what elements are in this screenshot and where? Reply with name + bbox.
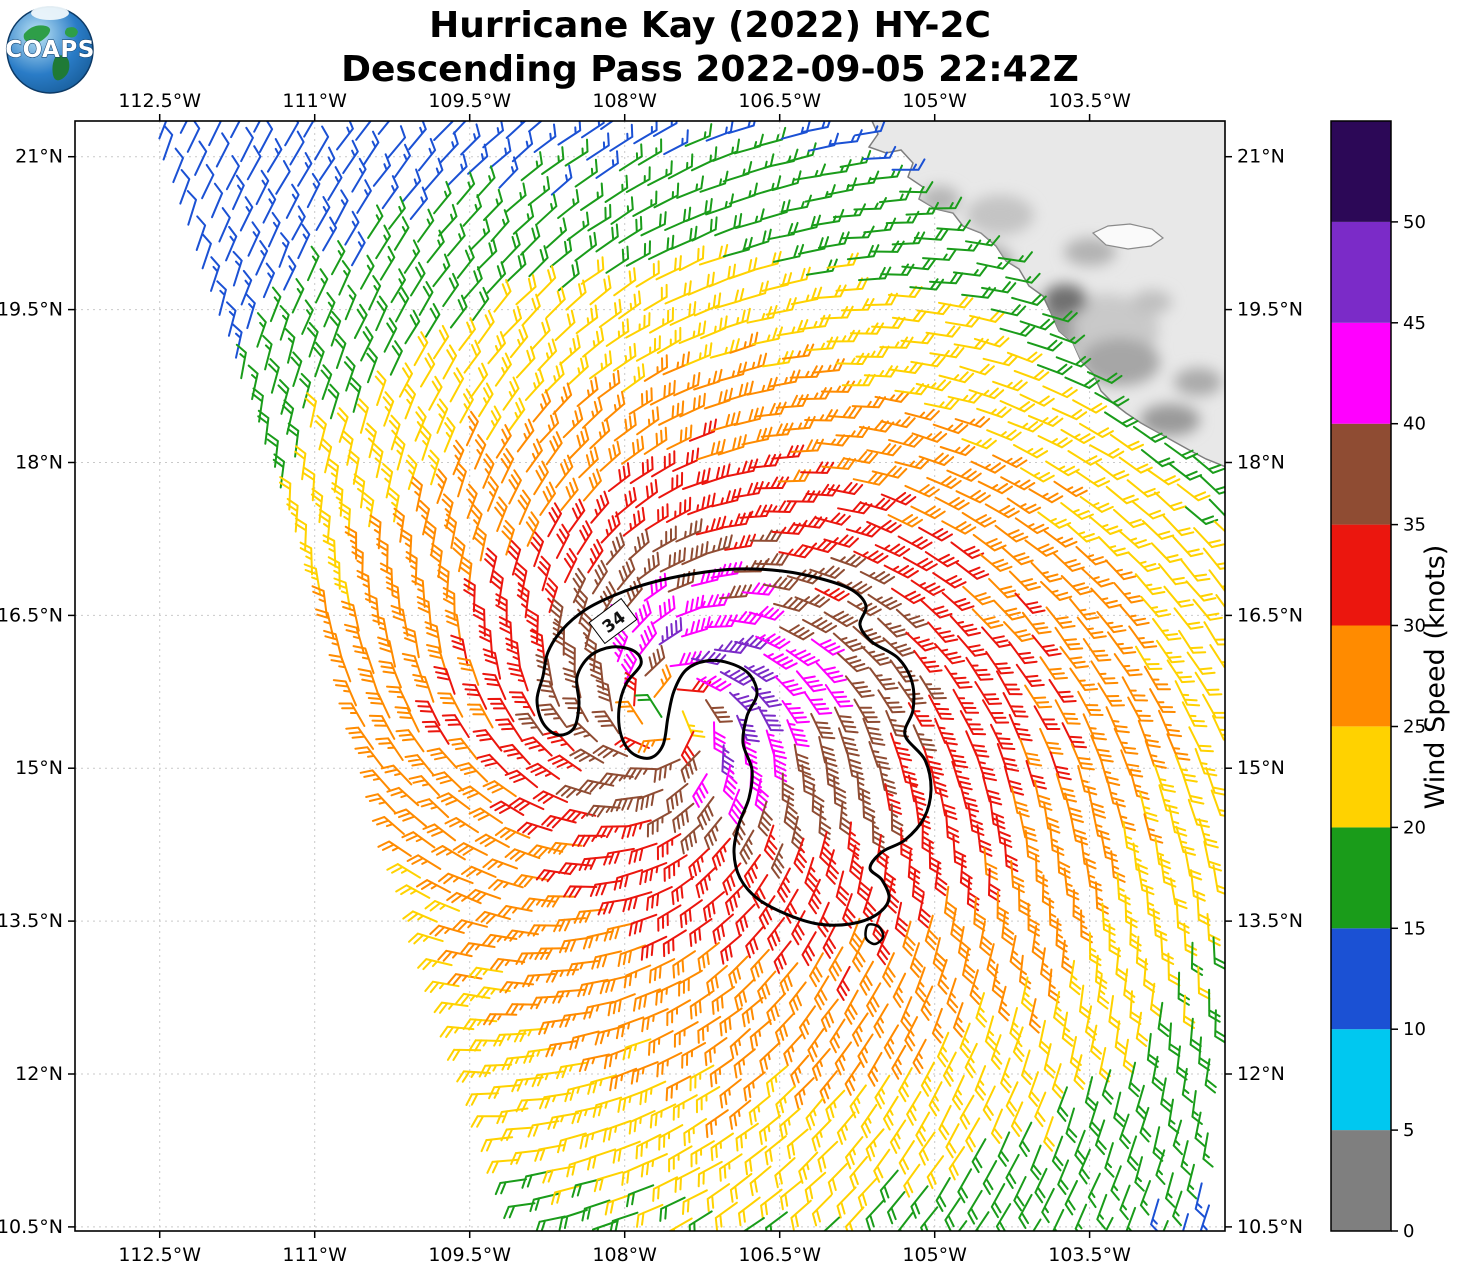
axis-tick-label-lat-left: 13.5°N [0,910,63,932]
axis-tick-label-lon-top: 103.5°W [1048,90,1131,112]
axis-tick-label-lon-top: 108°W [592,90,657,112]
colorbar-tick-label: 35 [1403,515,1426,536]
globe-continent [64,27,78,38]
axis-tick-label-lon-bottom: 112.5°W [118,1244,201,1264]
contour-34kt-minor [864,923,885,946]
axis-tick-label-lat-right: 13.5°N [1237,910,1303,932]
globe-continent [23,25,51,44]
axis-tick-label-lon-bottom: 111°W [282,1244,347,1264]
colorbar-band [1331,827,1391,929]
axis-tick-label-lat-left: 21°N [15,146,63,168]
colorbar-tick-label: 10 [1403,1019,1426,1040]
globe-ice-cap [31,6,69,20]
colorbar-band [1331,121,1391,222]
axis-tick-label-lat-left: 16.5°N [0,604,63,626]
axis-tick-label-lon-top: 112.5°W [118,90,201,112]
colorbar-tick-label: 25 [1403,717,1426,738]
colorbar-tick-label: 30 [1403,616,1426,637]
axis-tick-label-lon-top: 111°W [282,90,347,112]
colorbar-tick-label: 20 [1403,817,1426,838]
axis-tick-label-lat-left: 12°N [15,1063,63,1085]
colorbar-axis-label: Wind Speed (knots) [1420,544,1451,810]
axis-tick-label-lon-bottom: 105°W [902,1244,967,1264]
colorbar-band [1331,423,1391,525]
axis-tick-label-lat-left: 19.5°N [0,299,63,321]
axis-tick-label-lat-right: 15°N [1237,757,1285,779]
axis-tick-label-lat-left: 18°N [15,452,63,474]
lake-outline [1091,223,1165,250]
axis-tick-label-lat-right: 18°N [1237,452,1285,474]
colorbar-band [1331,928,1391,1030]
contour-34kt [535,567,933,927]
colorbar-tick-label: 5 [1403,1120,1414,1141]
colorbar-tick-label: 50 [1403,212,1426,233]
colorbar-tick-label: 0 [1403,1221,1414,1242]
axis-tick-label-lon-bottom: 108°W [592,1244,657,1264]
colorbar-tick-label: 15 [1403,918,1426,939]
axis-tick-label-lon-top: 105°W [902,90,967,112]
colorbar-band [1331,524,1391,626]
axis-tick-label-lat-right: 21°N [1237,146,1285,168]
colorbar-band [1331,726,1391,828]
axis-tick-label-lat-right: 16.5°N [1237,604,1303,626]
axis-tick-label-lat-left: 10.5°N [0,1216,63,1238]
axis-tick-label-lon-bottom: 103.5°W [1048,1244,1131,1264]
axis-tick-label-lat-right: 10.5°N [1237,1216,1303,1238]
axis-tick-label-lat-right: 19.5°N [1237,299,1303,321]
coaps-logo: COAPS [5,6,95,94]
colorbar-tick-label: 40 [1403,414,1426,435]
logo-text: COAPS [5,37,95,63]
wind-barbs [158,121,1225,1231]
colorbar-frame [1330,120,1392,1232]
colorbar-band [1331,322,1391,424]
gridlines [75,121,1225,1231]
globe-continent [52,55,70,81]
colorbar-band [1331,1130,1391,1231]
colorbar-band [1331,221,1391,323]
colorbar: 0 5 10 15 20 25 30 35 40 45 50 [1330,120,1426,1242]
axis-tick-label-lat-right: 12°N [1237,1063,1285,1085]
contour-label: 34 [588,597,638,645]
axes: 112.5°W 112.5°W 111°W 111°W 109.5°W 109.5°W 10… [0,90,1303,1264]
axis-tick-label-lon-bottom: 106.5°W [738,1244,821,1264]
axis-tick-label-lon-top: 109.5°W [428,90,511,112]
colorbar-band [1331,625,1391,727]
colorbar-tick-label: 45 [1403,313,1426,334]
axis-tick-label-lat-left: 15°N [15,757,63,779]
axis-tick-label-lon-bottom: 109.5°W [428,1244,511,1264]
axis-tick-label-lon-top: 106.5°W [738,90,821,112]
colorbar-band [1331,1029,1391,1131]
plot-frame [74,120,1226,1232]
